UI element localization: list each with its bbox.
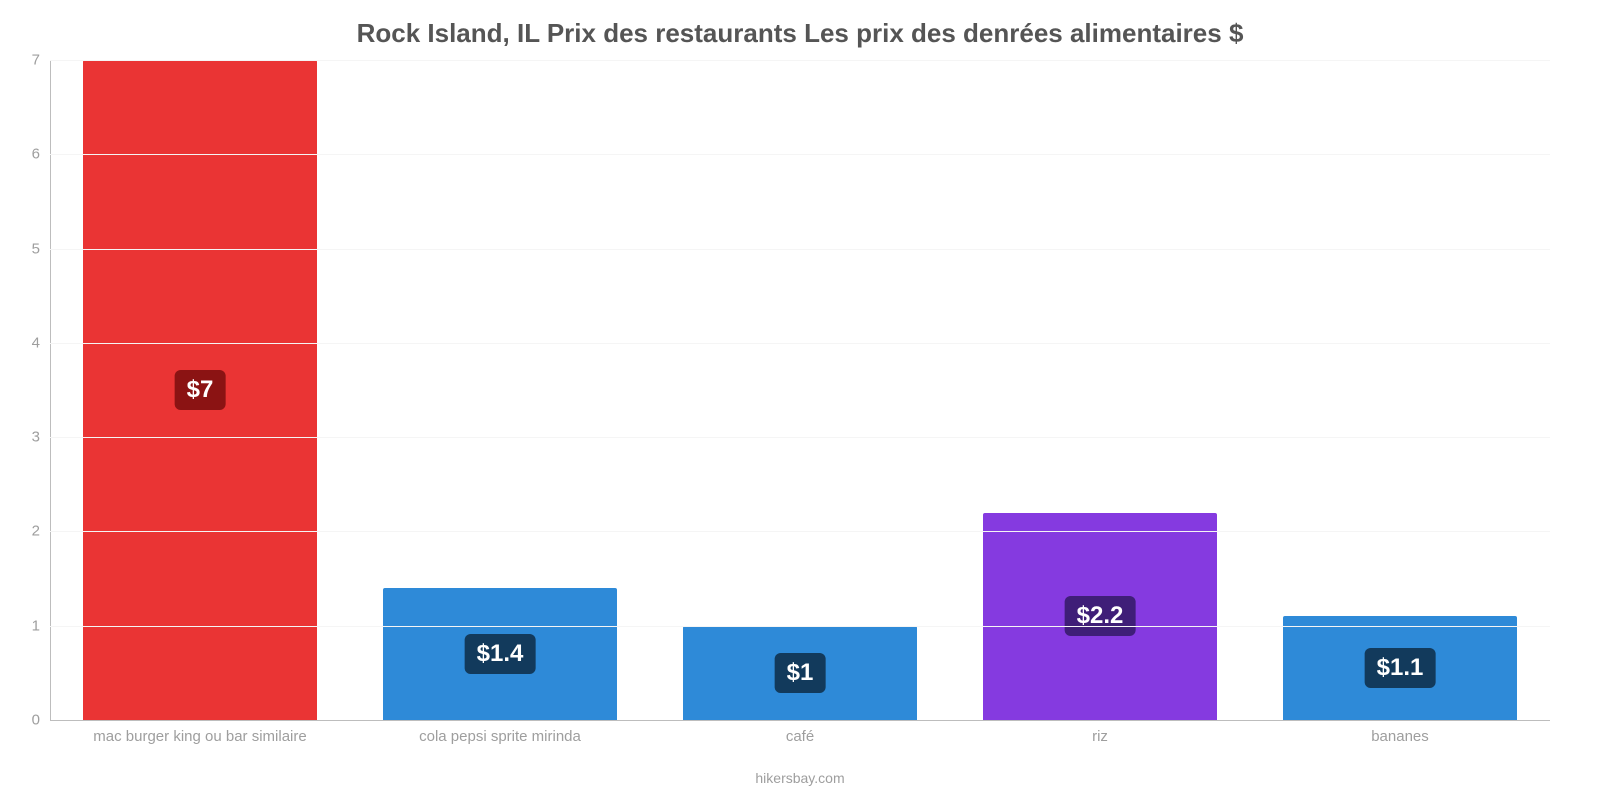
value-badge: $1.1 [1365, 648, 1436, 688]
bar-slot: $1.1 [1250, 60, 1550, 720]
value-badge: $2.2 [1065, 596, 1136, 636]
y-tick-label: 1 [32, 617, 50, 634]
bar-slot: $7 [50, 60, 350, 720]
y-tick-label: 3 [32, 429, 50, 446]
credit-text: hikersbay.com [0, 770, 1600, 786]
y-axis-line [50, 60, 51, 720]
grid-line [50, 531, 1550, 532]
x-tick-label: café [650, 728, 950, 745]
bar-slot: $1 [650, 60, 950, 720]
y-tick-label: 4 [32, 334, 50, 351]
grid-line [50, 343, 1550, 344]
grid-line [50, 249, 1550, 250]
x-tick-label: riz [950, 728, 1250, 745]
bar-slot: $1.4 [350, 60, 650, 720]
value-badge: $1 [775, 653, 826, 693]
value-badge: $1.4 [465, 634, 536, 674]
x-tick-label: cola pepsi sprite mirinda [350, 728, 650, 745]
grid-line [50, 437, 1550, 438]
y-tick-label: 2 [32, 523, 50, 540]
grid-line [50, 626, 1550, 627]
x-tick-label: mac burger king ou bar similaire [50, 728, 350, 745]
y-tick-label: 0 [32, 712, 50, 729]
bars-container: $7 $1.4 $1 $2.2 $1.1 [50, 60, 1550, 720]
grid-line [50, 154, 1550, 155]
plot-area: $7$1.4$1$2.2$1.1 01234567 [50, 60, 1550, 720]
x-tick-label: bananes [1250, 728, 1550, 745]
x-axis-line [50, 720, 1550, 721]
value-badge: $7 [175, 370, 226, 410]
grid-line [50, 60, 1550, 61]
y-tick-label: 6 [32, 146, 50, 163]
y-tick-label: 7 [32, 52, 50, 69]
bar-slot: $2.2 [950, 60, 1250, 720]
y-tick-label: 5 [32, 240, 50, 257]
price-bar-chart: Rock Island, IL Prix des restaurants Les… [0, 0, 1600, 800]
x-axis-labels: mac burger king ou bar similairecola pep… [50, 728, 1550, 745]
chart-title: Rock Island, IL Prix des restaurants Les… [0, 18, 1600, 49]
